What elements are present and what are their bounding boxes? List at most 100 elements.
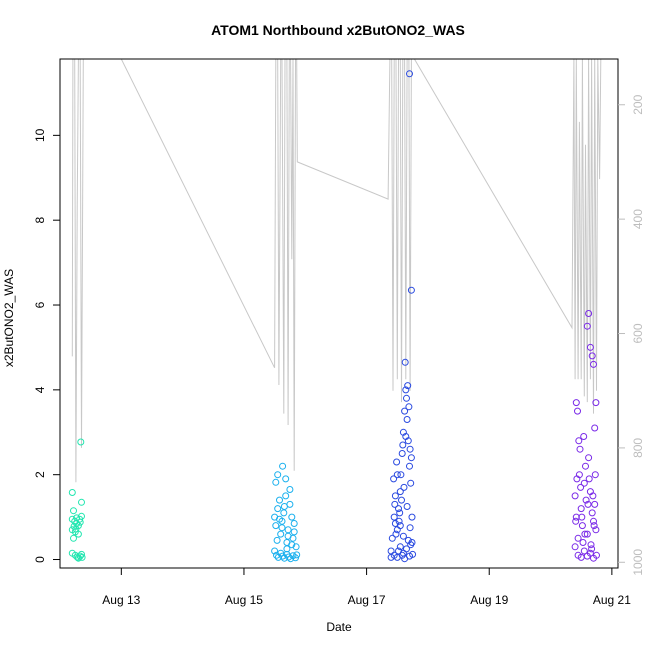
data-point xyxy=(581,530,589,538)
data-point xyxy=(403,416,411,423)
data-point xyxy=(391,500,399,508)
data-point xyxy=(577,505,585,513)
y-tick-label: 0 xyxy=(33,556,47,563)
chart-title: ATOM1 Northbound x2ButONO2_WAS xyxy=(211,22,465,38)
data-point xyxy=(391,520,399,527)
data-point xyxy=(74,554,82,562)
data-point xyxy=(399,441,407,449)
data-point xyxy=(391,492,399,500)
data-point xyxy=(586,549,594,557)
data-point xyxy=(587,541,595,549)
data-point xyxy=(288,541,296,549)
data-point xyxy=(77,438,85,446)
data-point xyxy=(572,399,580,407)
data-point xyxy=(387,547,395,555)
data-point xyxy=(401,358,409,366)
data-point xyxy=(586,343,594,351)
points-layer xyxy=(68,70,600,563)
data-point xyxy=(395,517,403,525)
data-point xyxy=(280,503,288,510)
data-point xyxy=(70,534,77,542)
y-axis: 0 2 4 6 8 10 xyxy=(33,128,60,563)
data-point xyxy=(585,454,593,462)
y2-tick-label: 400 xyxy=(631,209,645,229)
data-point xyxy=(70,507,77,515)
data-point xyxy=(588,509,596,517)
data-point xyxy=(578,522,586,530)
data-point xyxy=(396,543,404,551)
data-point xyxy=(409,550,417,558)
data-point xyxy=(282,492,290,500)
data-point xyxy=(405,403,413,411)
data-point xyxy=(292,543,300,551)
data-point xyxy=(288,513,296,521)
data-point xyxy=(390,475,398,483)
data-point xyxy=(590,517,597,525)
data-point xyxy=(277,530,285,538)
data-point xyxy=(408,513,416,521)
data-point xyxy=(272,478,280,486)
y-tick-label: 4 xyxy=(33,386,47,393)
data-point xyxy=(272,522,280,530)
data-point xyxy=(407,454,415,462)
data-point xyxy=(576,445,584,453)
data-point xyxy=(403,545,410,553)
series-1 xyxy=(271,462,301,563)
x-tick-label: Aug 17 xyxy=(348,593,386,607)
data-point xyxy=(579,539,587,546)
data-point xyxy=(390,513,398,521)
data-point xyxy=(283,545,291,553)
data-point xyxy=(406,445,414,453)
data-point xyxy=(572,517,580,525)
data-point xyxy=(402,433,410,440)
x-axis: Aug 13 Aug 15 Aug 17 Aug 19 Aug 21 xyxy=(102,568,631,607)
data-point xyxy=(575,437,583,445)
data-point xyxy=(396,488,404,496)
data-point xyxy=(591,500,599,508)
data-point xyxy=(398,496,405,504)
data-point xyxy=(580,479,588,487)
data-point xyxy=(387,553,395,561)
y-tick-label: 2 xyxy=(33,471,47,478)
data-point xyxy=(78,498,85,506)
data-point xyxy=(590,522,598,530)
data-point xyxy=(274,505,282,513)
data-point xyxy=(284,532,292,540)
x-tick-label: Aug 21 xyxy=(593,593,631,607)
data-point xyxy=(577,483,585,491)
data-point xyxy=(406,524,414,532)
data-point xyxy=(395,547,402,555)
data-point xyxy=(583,322,591,330)
data-point xyxy=(585,310,593,317)
data-point xyxy=(273,536,281,544)
data-point xyxy=(574,407,581,415)
data-point xyxy=(578,513,586,521)
data-point xyxy=(286,486,294,493)
data-point xyxy=(573,475,581,483)
data-point xyxy=(293,551,301,559)
data-point xyxy=(589,492,597,500)
data-point xyxy=(403,503,411,510)
series-2 xyxy=(387,70,417,563)
data-point xyxy=(588,352,596,360)
data-point xyxy=(276,515,283,523)
x-tick-label: Aug 13 xyxy=(102,593,140,607)
data-point xyxy=(290,520,298,527)
y-tick-label: 10 xyxy=(33,128,47,142)
data-point xyxy=(278,524,286,532)
data-point xyxy=(393,526,401,534)
y-tick-label: 8 xyxy=(33,217,47,224)
data-point xyxy=(78,553,86,561)
secondary-axis: 200 400 600 800 1000 xyxy=(618,94,645,576)
x-axis-label: Date xyxy=(326,620,352,634)
data-point xyxy=(393,471,401,479)
data-point xyxy=(574,534,582,542)
data-point xyxy=(408,539,416,546)
data-point xyxy=(588,545,596,553)
data-point xyxy=(591,471,599,479)
plot-frame xyxy=(59,58,619,569)
data-point xyxy=(72,525,80,533)
data-point xyxy=(571,543,579,551)
y2-tick-label: 200 xyxy=(631,94,645,114)
